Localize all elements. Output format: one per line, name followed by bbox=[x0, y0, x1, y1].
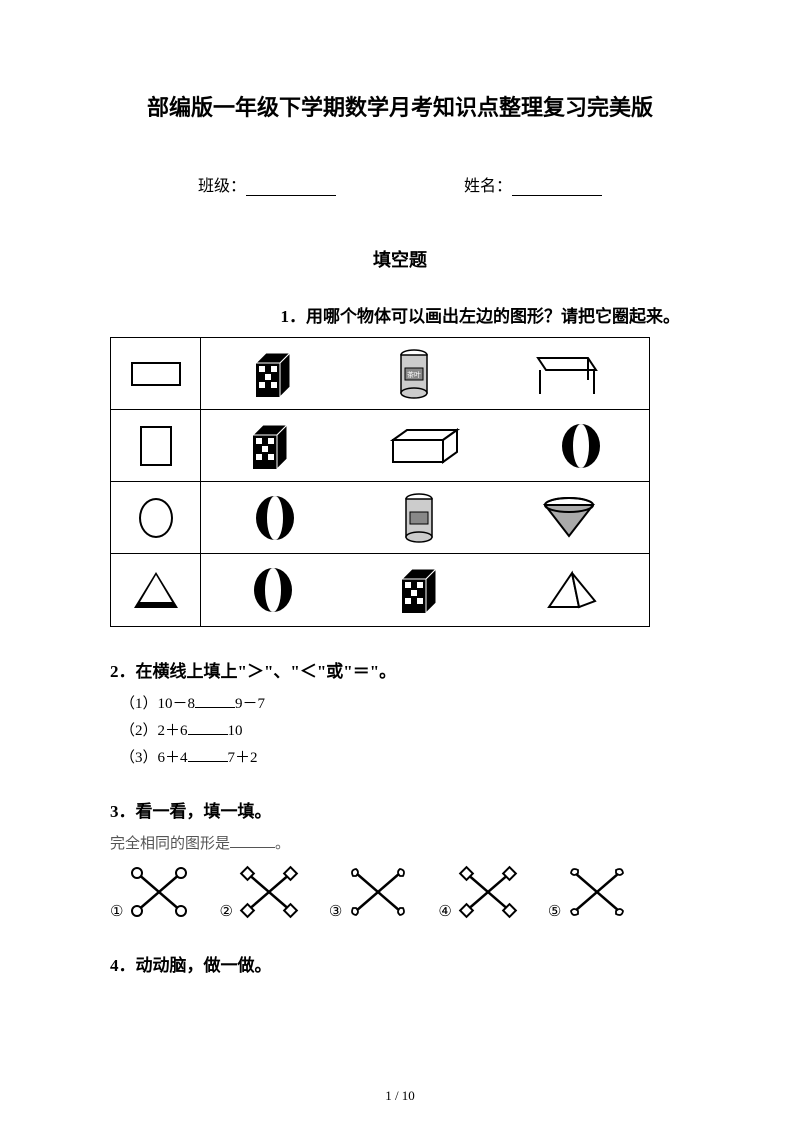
name-blank[interactable] bbox=[512, 180, 602, 196]
question-2: 2．在横线上填上"＞"、"＜"或"＝"。 （1）10－89－7 （2）2＋610… bbox=[110, 657, 690, 767]
pyramid-icon[interactable] bbox=[545, 569, 599, 611]
target-shape bbox=[111, 554, 201, 626]
cross-diamonds-icon bbox=[237, 863, 301, 921]
question-4: 4．动动脑，做一做。 bbox=[110, 951, 690, 976]
q2-item-1: （1）10－89－7 bbox=[120, 692, 690, 713]
page-number: 1 / 10 bbox=[0, 1088, 800, 1104]
answer-blank[interactable] bbox=[188, 748, 228, 762]
q3-option[interactable]: ③ bbox=[329, 863, 410, 921]
rectangle-icon bbox=[131, 362, 181, 386]
target-shape bbox=[111, 410, 201, 481]
q3-option[interactable]: ④ bbox=[438, 863, 519, 921]
cross-drops-icon bbox=[565, 863, 629, 921]
page-title: 部编版一年级下学期数学月考知识点整理复习完美版 bbox=[110, 90, 690, 122]
q3-option[interactable]: ② bbox=[219, 863, 300, 921]
q4-title: 4．动动脑，做一做。 bbox=[110, 951, 690, 976]
cube-checker-icon[interactable] bbox=[396, 565, 444, 615]
q2-item-2: （2）2＋610 bbox=[120, 719, 690, 740]
question-1: 1．用哪个物体可以画出左边的图形？请把它圈起来。 bbox=[110, 302, 690, 627]
triangle-icon bbox=[134, 572, 178, 608]
can-icon[interactable]: 茶叶 bbox=[396, 348, 432, 400]
option-label: ⑤ bbox=[548, 902, 561, 921]
target-shape bbox=[111, 482, 201, 553]
q1-table: 茶叶 bbox=[110, 337, 650, 627]
ball-stripe-icon[interactable] bbox=[559, 422, 603, 470]
table-row bbox=[111, 554, 649, 626]
cone-icon[interactable] bbox=[541, 496, 597, 540]
q2-title: 2．在横线上填上"＞"、"＜"或"＝"。 bbox=[110, 657, 690, 682]
can-icon[interactable] bbox=[401, 492, 437, 544]
q3-option[interactable]: ⑤ bbox=[548, 863, 629, 921]
ball-stripe-icon[interactable] bbox=[251, 566, 295, 614]
q3-option[interactable]: ① bbox=[110, 863, 191, 921]
svg-text:茶叶: 茶叶 bbox=[407, 370, 421, 379]
circle-icon bbox=[139, 498, 173, 538]
class-label: 班级： bbox=[198, 178, 246, 195]
ball-stripe-icon[interactable] bbox=[253, 494, 297, 542]
q3-title: 3．看一看，填一填。 bbox=[110, 797, 690, 822]
q3-subtext: 完全相同的图形是。 bbox=[110, 832, 690, 853]
class-blank[interactable] bbox=[246, 180, 336, 196]
student-info-line: 班级： 姓名： bbox=[110, 172, 690, 196]
q1-title: 1．用哪个物体可以画出左边的图形？请把它圈起来。 bbox=[110, 302, 690, 327]
cross-circles-icon bbox=[127, 863, 191, 921]
option-label: ③ bbox=[329, 902, 342, 921]
table-row bbox=[111, 410, 649, 482]
cube-checker-icon[interactable] bbox=[247, 421, 295, 471]
table-row: 茶叶 bbox=[111, 338, 649, 410]
square-icon bbox=[140, 426, 172, 466]
q2-item-3: （3）6＋47＋2 bbox=[120, 746, 690, 767]
cross-drops-icon bbox=[346, 863, 410, 921]
name-label: 姓名： bbox=[464, 178, 512, 195]
table-icon[interactable] bbox=[530, 352, 600, 396]
q3-options: ① ② ③ bbox=[110, 863, 690, 921]
answer-blank[interactable] bbox=[188, 721, 228, 735]
section-heading: 填空题 bbox=[110, 246, 690, 272]
cube-checker-icon[interactable] bbox=[250, 349, 298, 399]
option-label: ④ bbox=[438, 902, 451, 921]
target-shape bbox=[111, 338, 201, 409]
cross-diamonds-icon bbox=[456, 863, 520, 921]
question-3: 3．看一看，填一填。 完全相同的图形是。 ① ② bbox=[110, 797, 690, 921]
answer-blank[interactable] bbox=[195, 694, 235, 708]
answer-blank[interactable] bbox=[230, 834, 275, 848]
option-label: ② bbox=[219, 902, 232, 921]
option-label: ① bbox=[110, 902, 123, 921]
table-row bbox=[111, 482, 649, 554]
cuboid-icon[interactable] bbox=[387, 426, 467, 466]
